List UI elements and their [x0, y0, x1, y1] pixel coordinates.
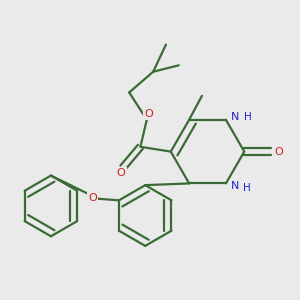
Text: H: H [243, 183, 250, 193]
Text: O: O [274, 147, 283, 157]
Text: O: O [144, 109, 153, 119]
Text: H: H [244, 112, 251, 122]
Text: N: N [231, 112, 240, 122]
Text: O: O [117, 168, 126, 178]
Text: O: O [88, 193, 97, 203]
Text: N: N [231, 181, 240, 191]
